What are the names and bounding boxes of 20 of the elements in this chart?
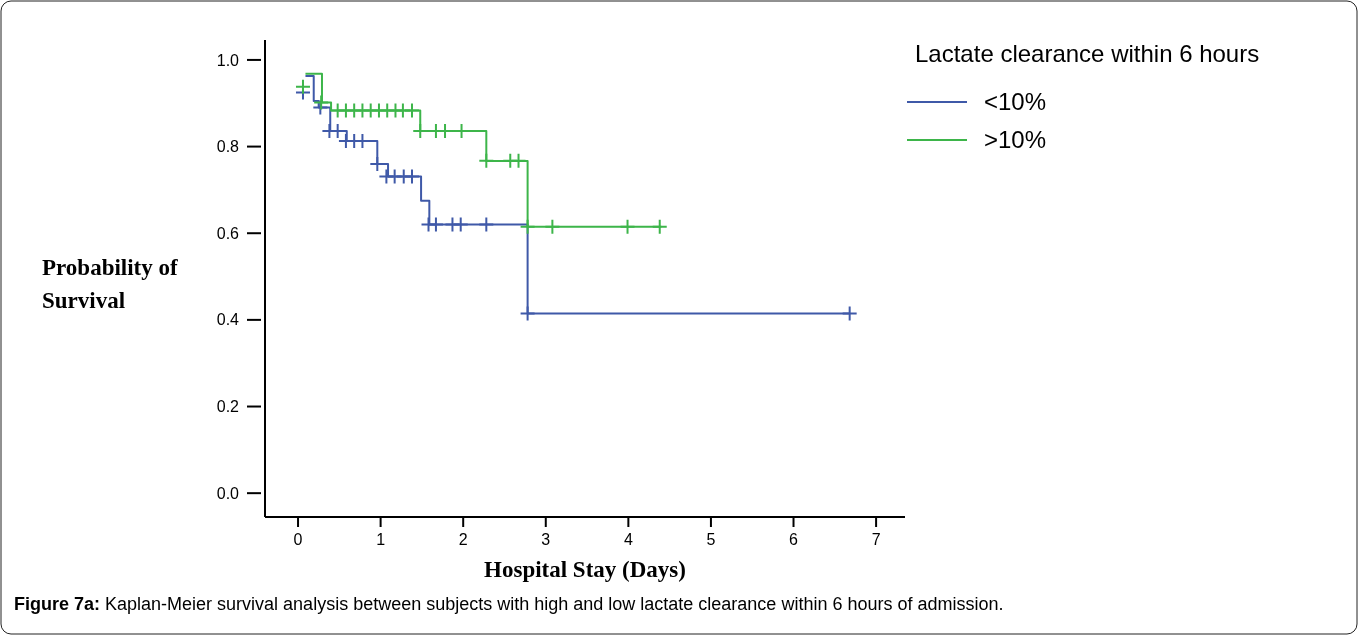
x-tick-label: 1 bbox=[376, 531, 386, 548]
y-tick-label: 0.6 bbox=[216, 224, 240, 242]
legend-title: Lactate clearance within 6 hours bbox=[915, 40, 1260, 67]
x-tick-label: 2 bbox=[458, 531, 468, 548]
x-axis-title: Hospital Stay (Days) bbox=[484, 557, 686, 582]
x-tick-label: 3 bbox=[541, 531, 551, 548]
legend-label: >10% bbox=[984, 126, 1047, 154]
x-tick-label: 0 bbox=[293, 531, 303, 548]
y-axis-title: Probability of Survival bbox=[42, 255, 178, 313]
y-tick-label: 0.4 bbox=[216, 311, 240, 329]
legend-label: <10% bbox=[984, 88, 1047, 116]
y-tick-label: 0.2 bbox=[216, 398, 240, 416]
y-tick-label: 1.0 bbox=[216, 51, 240, 69]
y-tick-label: 0.0 bbox=[216, 484, 240, 502]
x-tick-label: 5 bbox=[706, 531, 716, 548]
x-tick-label: 6 bbox=[789, 531, 799, 548]
caption: Figure 7a: Kaplan-Meier survival analysis between subjects with high and low lactate clearance within 6 hours of admission. bbox=[14, 594, 1004, 614]
x-tick-label: 7 bbox=[871, 531, 881, 548]
x-tick-label: 4 bbox=[623, 531, 633, 548]
y-tick-label: 0.8 bbox=[216, 138, 240, 156]
